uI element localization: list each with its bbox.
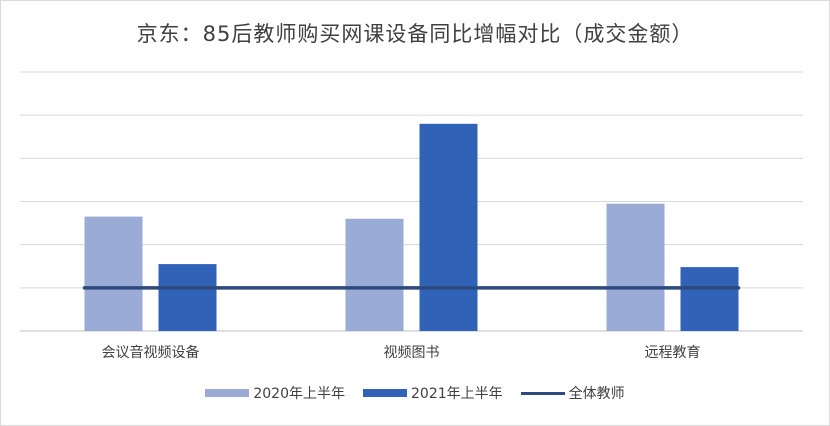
x-tick-label: 远程教育 [645,345,701,361]
bar-2020 [345,218,404,331]
bar-2020 [606,203,665,331]
legend-swatch-all-teachers [520,391,565,395]
legend-item-2020: 2020年上半年 [205,383,345,403]
bar-2021 [680,267,739,331]
legend-item-all-teachers: 全体教师 [520,383,625,403]
x-tick-label: 会议音视频设备 [102,344,200,361]
bar-2021 [158,264,217,331]
legend: 2020年上半年 2021年上半年 全体教师 [0,383,830,403]
legend-item-2021: 2021年上半年 [363,383,503,403]
x-tick-label: 视频图书 [384,345,440,361]
legend-swatch-2020 [205,389,250,397]
legend-label-2020: 2020年上半年 [253,386,345,402]
bar-2021 [419,123,478,331]
chart-title: 京东：85后教师购买网课设备同比增幅对比（成交金额） [136,22,694,46]
legend-label-all-teachers: 全体教师 [568,386,625,402]
legend-swatch-2021 [363,389,407,397]
legend-label-2021: 2021年上半年 [411,386,503,402]
bar-2020 [84,216,143,331]
